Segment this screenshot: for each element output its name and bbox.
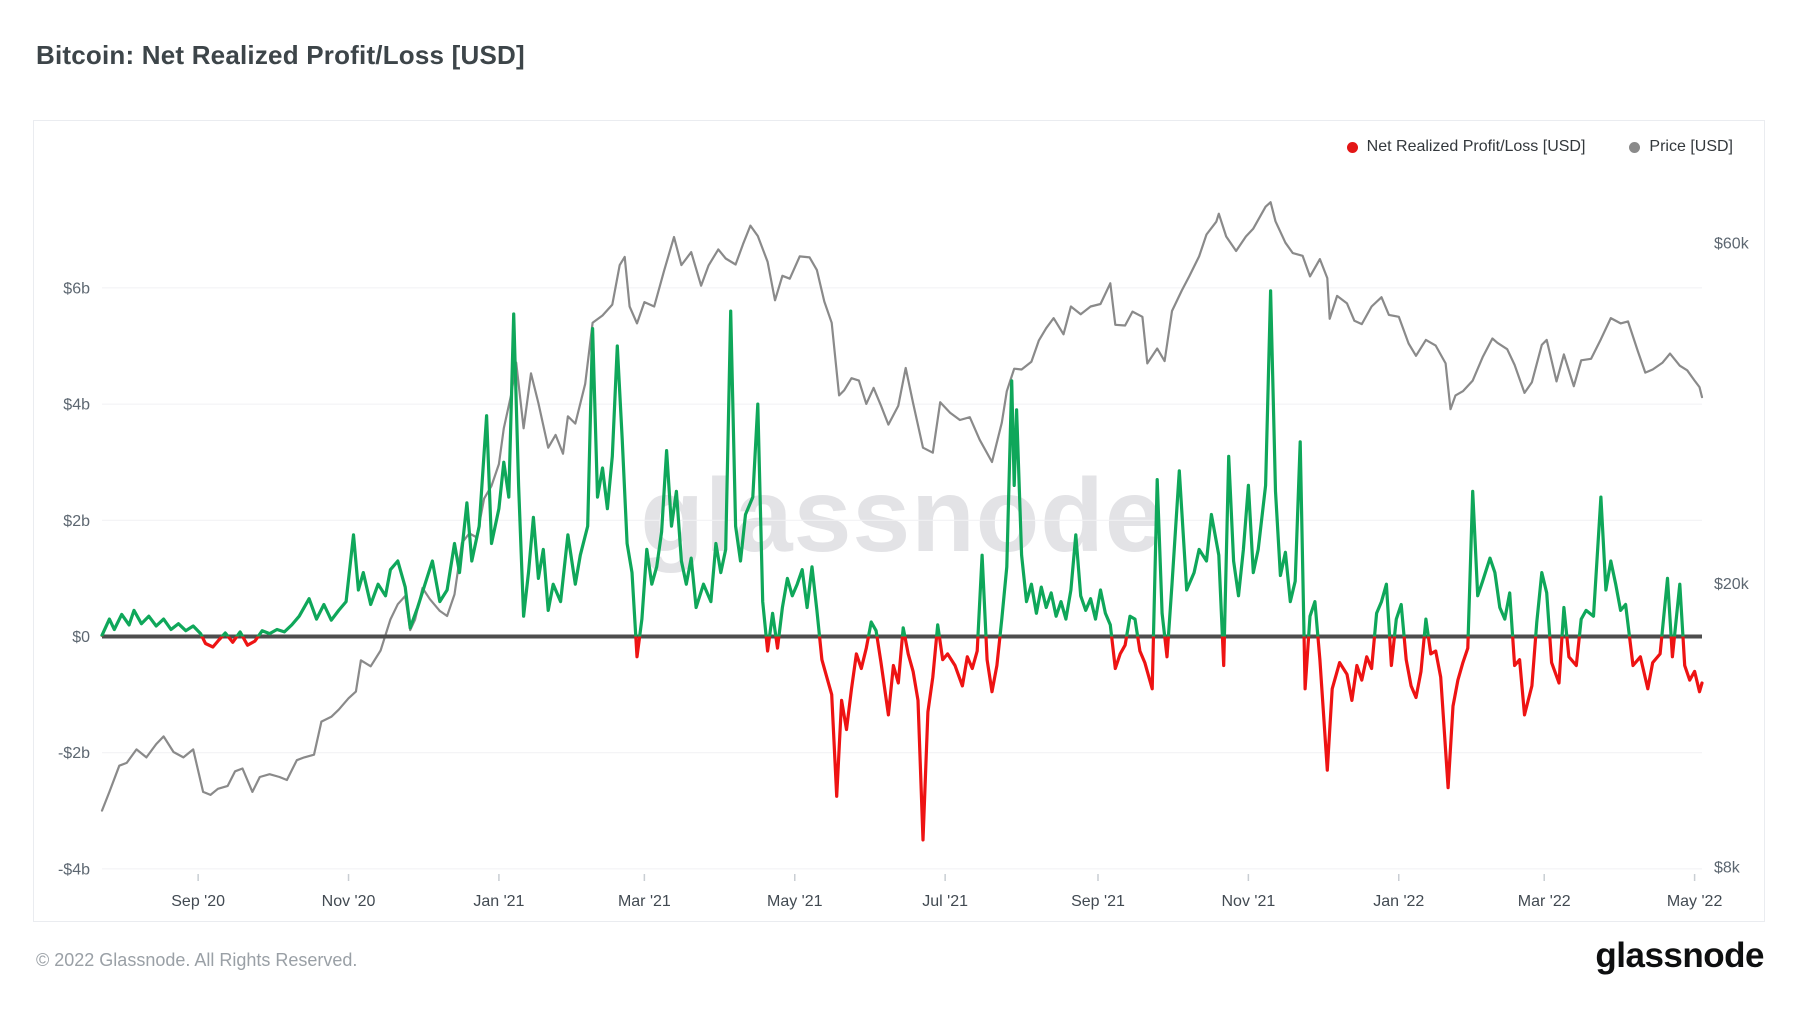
left-axis-tick-label: $2b <box>63 513 90 530</box>
glassnode-logo: glassnode <box>1595 936 1764 975</box>
x-axis-tick-label: Sep '21 <box>1071 893 1125 910</box>
nrpl-legend-dot-icon <box>1346 141 1358 153</box>
legend-item-nrpl[interactable]: Net Realized Profit/Loss [USD] <box>1346 138 1586 156</box>
left-axis-tick-label: $6b <box>63 280 90 297</box>
left-axis-tick-label: -$2b <box>58 745 90 762</box>
x-axis-tick-label: May '21 <box>767 893 823 910</box>
chart-card <box>33 120 1765 922</box>
price-legend-dot-icon <box>1629 141 1641 153</box>
gridlines <box>102 287 1702 870</box>
x-axis-tick-label: Sep '20 <box>171 893 225 910</box>
axis-labels: $6b $4b $2b $0 -$2b -$4b $60k $20k $8k Sep '20 Nov… <box>58 236 1750 910</box>
x-axis-tick-label: May '22 <box>1667 893 1723 910</box>
nrpl-series-line-positive <box>100 289 1685 637</box>
left-axis-tick-label: $4b <box>63 397 90 414</box>
legend-item-price[interactable]: Price [USD] <box>1629 138 1733 156</box>
left-axis-tick-label: -$4b <box>58 861 90 878</box>
x-axis-tick-label: Nov '21 <box>1222 893 1276 910</box>
legend-item-label: Price [USD] <box>1649 138 1733 155</box>
x-axis-tick-label: Mar '21 <box>618 893 671 910</box>
x-axis-tick-label: Jan '21 <box>473 893 524 910</box>
left-axis-tick-label: $0 <box>72 629 90 646</box>
footer-copyright: © 2022 Glassnode. All Rights Reserved. <box>36 950 358 970</box>
nrpl-series-line-negative <box>100 636 1704 842</box>
x-axis-tick-label: Mar '22 <box>1518 893 1571 910</box>
right-axis-tick-label: $8k <box>1714 860 1741 877</box>
x-axis-tick-label: Nov '20 <box>322 893 376 910</box>
x-axis-tick-label: Jul '21 <box>922 893 968 910</box>
legend-item-label: Net Realized Profit/Loss [USD] <box>1366 138 1586 155</box>
x-axis-tick-label: Jan '22 <box>1373 893 1424 910</box>
chart-legend: Net Realized Profit/Loss [USD] Price [US… <box>1346 138 1733 156</box>
right-axis-tick-label: $20k <box>1714 576 1750 593</box>
right-axis-tick-label: $60k <box>1714 236 1750 253</box>
page-title: Bitcoin: Net Realized Profit/Loss [USD] <box>36 40 525 70</box>
price-series-line <box>100 201 1704 812</box>
series-lines <box>100 201 1704 842</box>
